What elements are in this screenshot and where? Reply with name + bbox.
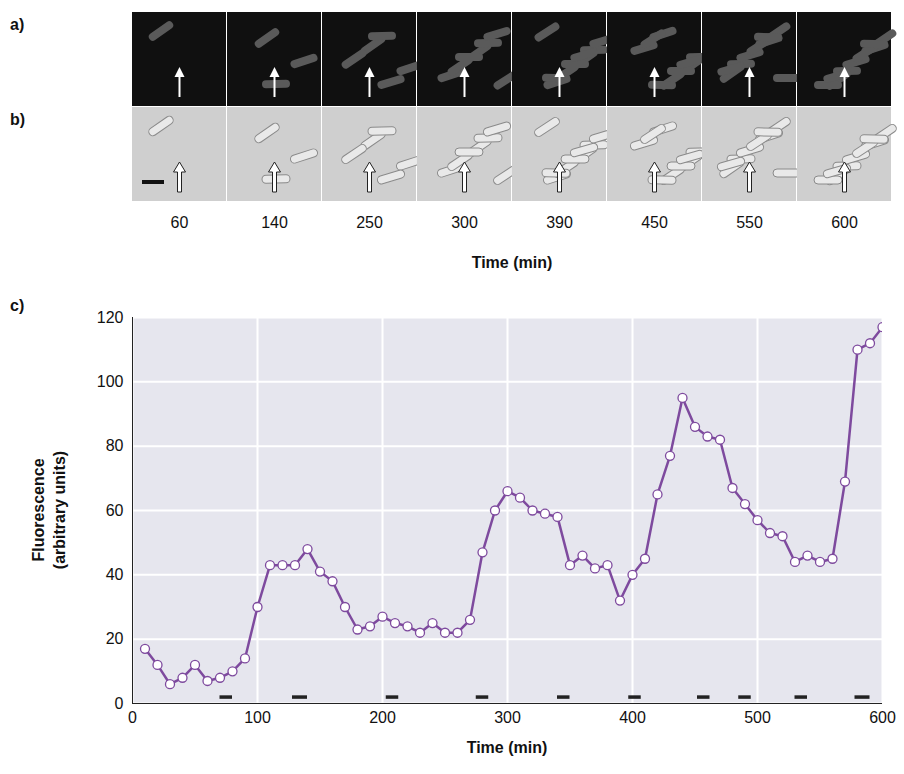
svg-text:Time (min): Time (min) [467, 739, 548, 756]
svg-text:60: 60 [106, 502, 124, 519]
svg-text:550: 550 [736, 214, 763, 231]
svg-text:40: 40 [106, 566, 124, 583]
svg-text:450: 450 [641, 214, 668, 231]
svg-text:500: 500 [744, 709, 771, 726]
svg-text:100: 100 [244, 709, 271, 726]
svg-text:300: 300 [494, 709, 521, 726]
svg-text:80: 80 [106, 437, 124, 454]
svg-text:200: 200 [369, 709, 396, 726]
svg-text:600: 600 [831, 214, 858, 231]
svg-text:b): b) [10, 111, 25, 128]
html-text:c): c) [10, 297, 25, 314]
svg-text:250: 250 [356, 214, 383, 231]
svg-text:Fluorescence: Fluorescence [30, 458, 47, 561]
svg-text:(arbitrary units): (arbitrary units) [51, 451, 68, 569]
svg-text:100: 100 [97, 373, 124, 390]
svg-text:Time (min): Time (min) [472, 254, 553, 271]
svg-text:0: 0 [115, 695, 124, 712]
svg-text:140: 140 [261, 214, 288, 231]
svg-text:400: 400 [619, 709, 646, 726]
svg-text:a): a) [10, 16, 24, 33]
svg-text:60: 60 [171, 214, 189, 231]
svg-text:0: 0 [128, 709, 137, 726]
svg-text:600: 600 [869, 709, 896, 726]
svg-text:20: 20 [106, 630, 124, 647]
svg-text:120: 120 [97, 309, 124, 326]
svg-text:300: 300 [451, 214, 478, 231]
svg-text:390: 390 [546, 214, 573, 231]
